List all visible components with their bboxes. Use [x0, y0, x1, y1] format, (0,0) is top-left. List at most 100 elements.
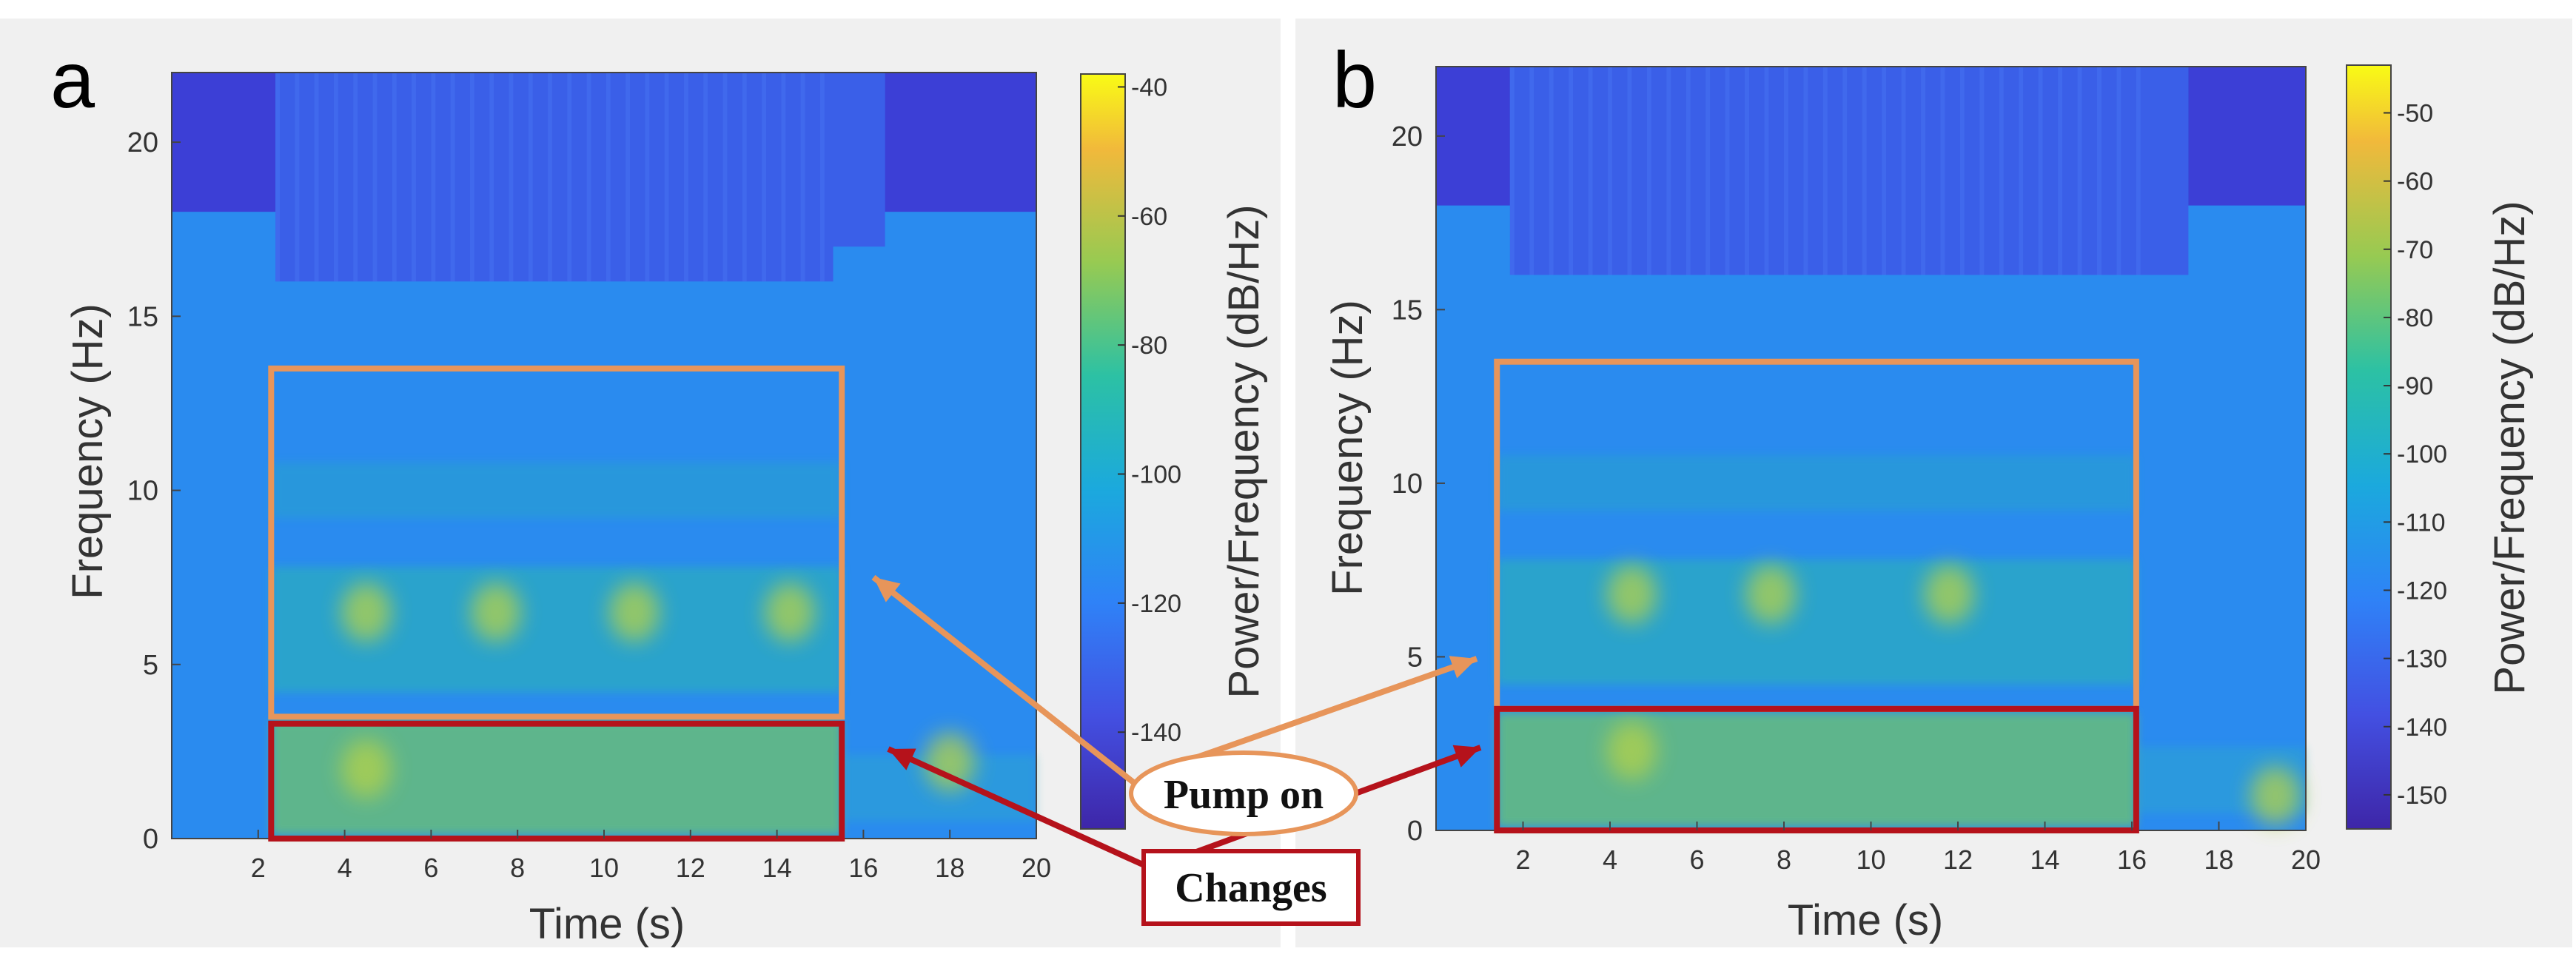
x-tick-label: 12: [1943, 844, 1973, 875]
panel-b-colorbar: -150 -140 -130 -120 -110 -100 -90 -80 -70 -60 -50: [2346, 64, 2447, 830]
spectrogram-low-band: [1497, 712, 2136, 827]
panel-b-spectrogram: [1435, 66, 2307, 831]
spectrogram-streak: [1764, 67, 1769, 275]
colorbar-tick-label: -60: [2397, 168, 2433, 196]
colorbar-gradient: [2346, 64, 2392, 830]
x-tick-label: 4: [1603, 844, 1617, 875]
spectrogram-hot-spot: [925, 732, 976, 792]
spectrogram-streak: [1666, 67, 1671, 275]
y-tick-label: 0: [1407, 816, 1423, 847]
spectrogram-top-band: [2188, 67, 2306, 206]
y-tick-label: 0: [143, 824, 158, 855]
colorbar-gradient: [1080, 73, 1126, 830]
spectrogram-streak: [2019, 67, 2024, 275]
x-tick-label: 8: [510, 853, 525, 883]
spectrogram-streak: [781, 73, 786, 282]
spectrogram-streak: [1686, 67, 1691, 275]
pump-on-arrow-a-head: [873, 577, 901, 602]
spectrogram-streak: [645, 73, 650, 282]
spectrogram-streak: [295, 73, 300, 282]
colorbar-tick-label: -110: [2397, 508, 2446, 537]
spectrogram-streak: [1979, 67, 1985, 275]
y-tick-label: 15: [127, 301, 158, 332]
spectrogram-streak: [625, 73, 631, 282]
spectrogram-streak: [372, 73, 378, 282]
spectrogram-streak: [489, 73, 494, 282]
colorbar-tick-label: -70: [2397, 236, 2433, 264]
spectrogram-top-band: [833, 73, 885, 247]
spectrogram-streak: [2077, 67, 2082, 275]
colorbar-tick-label: -40: [1131, 73, 1167, 101]
pump-on-arrow-b-head: [1449, 656, 1477, 679]
spectrogram-streak: [334, 73, 338, 282]
spectrogram-streak: [1509, 67, 1515, 275]
pump-on-region-box: [268, 365, 845, 720]
spectrogram-hot-spot: [765, 582, 816, 642]
y-tick-label: 10: [1392, 468, 1423, 500]
spectrogram-mid-band: [1497, 560, 2136, 685]
spectrogram-hot-spot: [1606, 721, 1657, 781]
spectrogram-streak: [2097, 67, 2102, 275]
y-tick-label: 5: [143, 650, 158, 681]
spectrogram-top-band: [275, 73, 833, 282]
spectrogram-streak: [1822, 67, 1828, 275]
x-tick-label: 12: [676, 853, 705, 883]
spectrogram-streak: [1529, 67, 1534, 275]
panel-a-boxes: [268, 365, 845, 842]
x-tick-label: 16: [2117, 844, 2147, 875]
changes-region-box: [268, 720, 845, 842]
spectrogram-streak: [353, 73, 358, 282]
spectrogram-hot-spot: [341, 739, 392, 799]
spectrogram-streak: [703, 73, 708, 282]
spectrogram-streak: [1569, 67, 1574, 275]
panel-b-y-ticks: 0 5 10 15 20: [1392, 121, 1445, 847]
changes-callout-label: Changes: [1175, 865, 1326, 911]
spectrogram-hot-spot: [471, 582, 521, 642]
changes-arrow-a-head: [888, 748, 916, 770]
x-tick-label: 2: [1515, 844, 1530, 875]
pump-on-arrow-a: [871, 574, 1138, 787]
pump-on-callout-frame: [1129, 750, 1358, 836]
spectrogram-streak: [742, 73, 747, 282]
spectrogram-streak: [1725, 67, 1730, 275]
y-tick-label: 10: [127, 476, 158, 507]
spectrogram-streak: [528, 73, 533, 282]
spectrogram-streak: [1901, 67, 1906, 275]
colorbar-tick-label: -150: [2397, 782, 2447, 810]
colorbar-tick-label: -120: [2397, 577, 2447, 605]
y-tick-label: 15: [1392, 295, 1423, 326]
spectrogram-hot-spot: [608, 582, 660, 642]
panel-a-colorbar-label: Power/Frequency (dB/Hz): [1220, 204, 1268, 698]
spectrogram-top-band: [2149, 67, 2189, 275]
colorbar-tick-label: -80: [2397, 304, 2433, 332]
spectrogram-streak: [1921, 67, 1925, 275]
x-tick-label: 6: [423, 853, 438, 883]
changes-region-box: [1494, 705, 2139, 833]
changes-arrow-a: [887, 746, 1147, 869]
spectrogram-streak: [820, 73, 825, 282]
spectrogram-streak: [2038, 67, 2043, 275]
colorbar-tick-label: -140: [2397, 713, 2447, 742]
spectrogram-streak: [684, 73, 688, 282]
spectrogram-top-band: [1509, 67, 2150, 275]
panel-a: a 2 4 6 8 10 12 14 16 18 20 0 5 10 15 20 Time (s) Fre…: [50, 35, 1268, 948]
changes-arrow-b-head: [1452, 745, 1480, 768]
spectrogram-hot-spot: [2250, 766, 2301, 826]
panel-b-y-axis-label: Frequency (Hz): [1324, 300, 1372, 596]
spectrogram-streak: [314, 73, 319, 282]
y-tick-label: 20: [1392, 121, 1423, 152]
spectrogram-streak: [1549, 67, 1554, 275]
spectrogram-streak: [1999, 67, 2004, 275]
x-tick-label: 8: [1777, 844, 1791, 875]
spectrogram-streak: [1705, 67, 1711, 275]
panel-b-boxes: [1494, 358, 2139, 833]
x-tick-label: 6: [1689, 844, 1704, 875]
panel-b-letter: b: [1332, 35, 1377, 124]
panel-b-x-axis-label: Time (s): [1788, 896, 1943, 944]
panel-a-y-ticks: 0 5 10 15 20: [127, 127, 181, 855]
spectrogram-streak: [567, 73, 572, 282]
colorbar-tick-label: -90: [2397, 372, 2433, 400]
spectrogram-streak: [1959, 67, 1965, 275]
spectrogram-streak: [800, 73, 805, 282]
spectrogram-streak: [1940, 67, 1945, 275]
